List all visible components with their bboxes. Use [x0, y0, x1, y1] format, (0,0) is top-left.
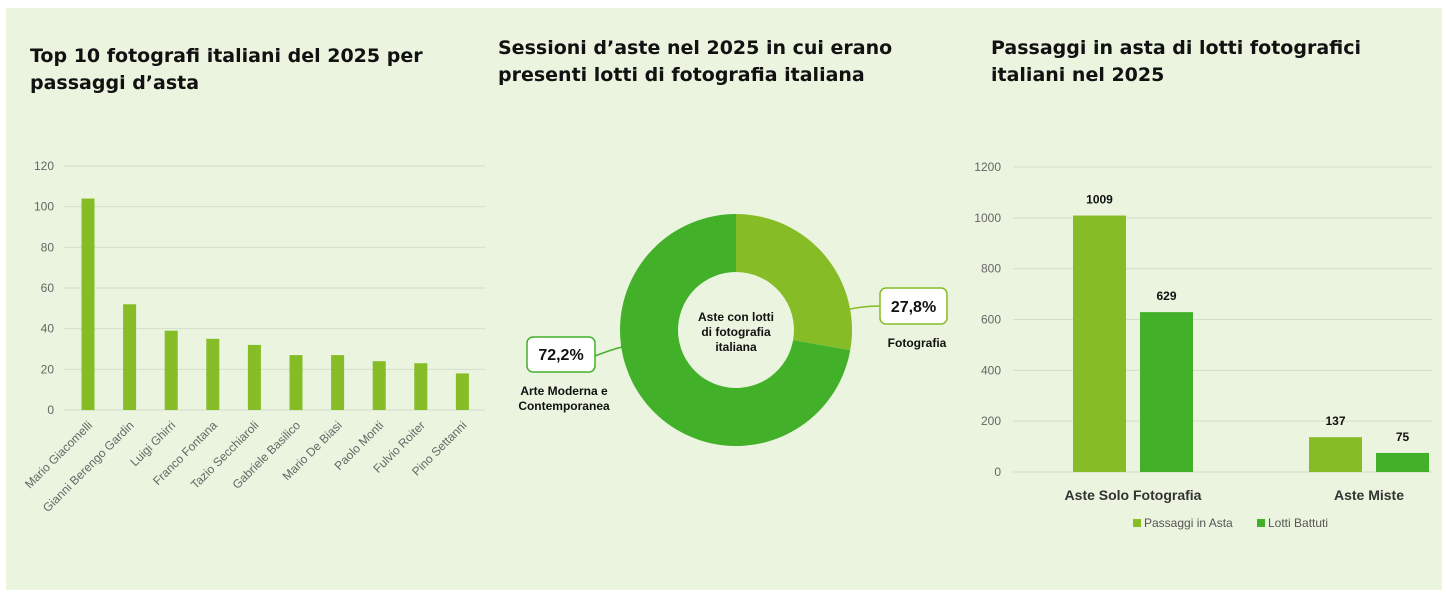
data-label: 75 [1396, 430, 1410, 444]
callout-box-1 [879, 287, 948, 325]
chart3-title: Passaggi in asta di lotti fotografici it… [991, 37, 1361, 86]
bar-5 [247, 344, 261, 410]
y-tick-label: 0 [994, 465, 1001, 479]
legend-label-2: Lotti Battuti [1268, 516, 1328, 530]
bar-2-2 [1376, 452, 1429, 472]
bar-8 [372, 361, 386, 410]
bar-3 [164, 330, 178, 410]
bar-10 [455, 373, 469, 410]
y-tick-label: 1000 [974, 211, 1001, 225]
bar-1-2 [1140, 312, 1193, 472]
legend-swatch-1 [1133, 519, 1141, 527]
bar-1 [81, 198, 95, 410]
callout-line-1 [845, 305, 881, 311]
donut-slice-2 [620, 214, 851, 446]
donut-center-label: Aste con lotti di fotografia italiana [698, 310, 774, 354]
callout-line-2 [594, 346, 623, 357]
data-label: 629 [1156, 289, 1176, 303]
chart-panel [6, 8, 1442, 590]
bar-6 [289, 355, 303, 410]
slice-1-label: Fotografia [888, 336, 947, 350]
y-tick-label: 60 [41, 281, 55, 295]
y-tick-label: 200 [981, 414, 1001, 428]
bar-2-1 [1309, 437, 1362, 472]
y-tick-label: 20 [41, 362, 55, 376]
slice-2-value-label: 72,2% [538, 347, 583, 364]
callout-box-2 [526, 336, 596, 373]
x-category-label: Aste Miste [1334, 487, 1404, 503]
y-tick-label: 400 [981, 363, 1001, 377]
y-tick-label: 80 [41, 240, 55, 254]
y-tick-label: 40 [41, 322, 55, 336]
chart1-title: Top 10 fotografi italiani del 2025 per p… [30, 45, 423, 94]
legend-swatch-2 [1257, 519, 1265, 527]
bar-4 [206, 338, 220, 410]
x-category-label: Aste Solo Fotografia [1065, 487, 1202, 503]
slice-2-label: Arte Moderna e Contemporanea [518, 384, 610, 413]
y-tick-label: 100 [34, 200, 54, 214]
bar-9 [414, 363, 428, 410]
slice-1-value-label: 27,8% [891, 299, 936, 316]
y-tick-label: 800 [981, 262, 1001, 276]
bar-1-1 [1073, 215, 1126, 472]
y-tick-label: 120 [34, 159, 54, 173]
y-tick-label: 0 [47, 403, 54, 417]
y-tick-label: 1200 [974, 160, 1001, 174]
legend-label-1: Passaggi in Asta [1144, 516, 1233, 530]
y-tick-label: 600 [981, 313, 1001, 327]
donut-slice-1 [736, 214, 852, 351]
data-label: 1009 [1086, 193, 1113, 207]
bar-2 [123, 304, 137, 410]
chart2-title: Sessioni d’aste nel 2025 in cui erano pr… [498, 37, 893, 86]
data-label: 137 [1325, 414, 1345, 428]
bar-7 [331, 355, 345, 410]
